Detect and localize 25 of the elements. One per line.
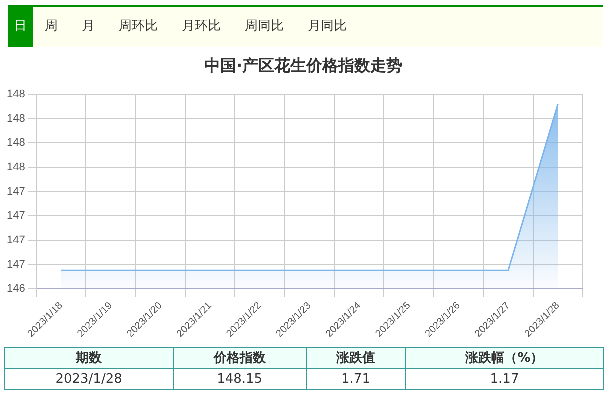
- y-tick-label: 147: [6, 186, 26, 198]
- text: 周环比: [118, 18, 159, 36]
- text: 148.15: [174, 368, 306, 390]
- text: 周: [44, 18, 59, 36]
- text: 月同比: [307, 18, 348, 36]
- y-tick-label: 147: [6, 234, 26, 246]
- y-tick-label: 147: [6, 210, 26, 222]
- text: 价格指数: [174, 348, 306, 368]
- text: 月: [81, 18, 96, 36]
- text: 期数: [4, 348, 174, 368]
- y-tick-label: 146: [6, 283, 26, 296]
- chart-title: 中国·产区花生价格指数走势: [203, 56, 404, 77]
- y-tick-label: 148: [6, 137, 26, 150]
- text: 日: [8, 7, 33, 47]
- y-tick-label: 148: [6, 162, 26, 174]
- text: 2023/1/28: [4, 368, 174, 390]
- text: 涨跌值: [306, 348, 406, 368]
- y-tick-label: 148: [6, 112, 26, 125]
- text: 1.17: [406, 368, 604, 390]
- text: 周同比: [244, 18, 285, 36]
- text: 涨跌幅（%）: [406, 348, 604, 368]
- y-tick-label: 148: [6, 88, 26, 101]
- y-tick-label: 147: [6, 258, 26, 271]
- text: 月环比: [181, 18, 222, 36]
- text: 1.71: [306, 368, 406, 390]
